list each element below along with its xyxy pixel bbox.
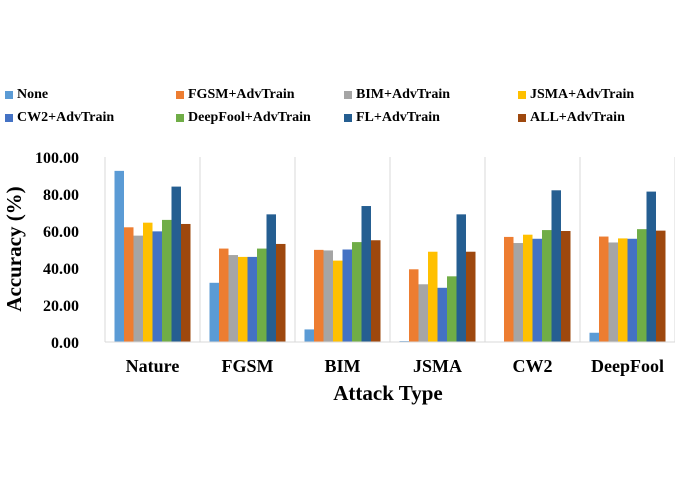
bar (171, 186, 181, 342)
bar (409, 269, 419, 342)
chart-legend: None FGSM+AdvTrain BIM+AdvTrain JSMA+AdvTra… (0, 87, 675, 133)
y-tick-label: 100.00 (35, 150, 79, 167)
legend-item: FL+AdvTrain (344, 110, 440, 126)
bar (561, 231, 571, 342)
y-tick-label: 60.00 (43, 224, 79, 241)
bar (162, 219, 172, 342)
bar (361, 206, 371, 342)
bar (238, 256, 248, 342)
bar (342, 249, 352, 342)
legend-label: CW2+AdvTrain (17, 110, 115, 125)
legend-swatch (176, 91, 184, 99)
legend-swatch (518, 114, 526, 122)
bar (181, 223, 191, 342)
x-tick-label: CW2 (513, 356, 553, 376)
bar (589, 332, 599, 342)
bar (437, 287, 447, 342)
legend-swatch (5, 114, 13, 122)
bar (323, 250, 333, 342)
y-tick-label: 40.00 (43, 261, 79, 278)
y-tick-label: 80.00 (43, 187, 79, 204)
legend-swatch (518, 91, 526, 99)
legend-item: BIM+AdvTrain (344, 87, 450, 103)
legend-label: ALL+AdvTrain (530, 110, 625, 125)
bar (523, 234, 533, 342)
legend-item: JSMA+AdvTrain (518, 87, 634, 103)
y-tick-label: 20.00 (43, 298, 79, 315)
y-axis-title: Accuracy (%) (2, 186, 26, 311)
legend-label: FL+AdvTrain (356, 110, 440, 125)
x-tick-label: JSMA (413, 356, 462, 376)
legend-item: FGSM+AdvTrain (176, 87, 295, 103)
bar (513, 243, 523, 342)
bar (266, 214, 276, 342)
bar (532, 238, 542, 342)
legend-swatch (5, 91, 13, 99)
x-tick-label: DeepFool (591, 356, 664, 376)
bar (627, 238, 637, 342)
bar (504, 236, 514, 342)
bar (276, 243, 286, 342)
legend-item: None (5, 87, 48, 103)
legend-label: JSMA+AdvTrain (530, 87, 635, 102)
bar (418, 284, 428, 342)
legend-swatch (176, 114, 184, 122)
legend-item: ALL+AdvTrain (518, 110, 625, 126)
bar (209, 282, 219, 342)
bar (608, 242, 618, 342)
x-tick-label: FGSM (222, 356, 274, 376)
bar (466, 251, 476, 342)
bar (646, 191, 656, 342)
legend-label: DeepFool+AdvTrain (188, 110, 311, 125)
legend-swatch (344, 114, 352, 122)
bar (456, 214, 466, 342)
bar (304, 329, 314, 342)
legend-swatch (344, 91, 352, 99)
x-tick-label: Nature (126, 356, 180, 376)
legend-label: None (17, 87, 49, 102)
bar (114, 170, 124, 342)
bar (551, 190, 561, 342)
bar (656, 230, 666, 342)
bar (599, 236, 609, 342)
bar (133, 235, 143, 342)
x-tick-label: BIM (325, 356, 361, 376)
bar (542, 230, 552, 342)
legend-label: FGSM+AdvTrain (188, 87, 295, 102)
bar (257, 248, 267, 342)
bar (143, 222, 153, 342)
bar (219, 248, 229, 342)
bar (124, 227, 134, 342)
bar (447, 276, 457, 342)
bar (371, 240, 381, 342)
legend-item: CW2+AdvTrain (5, 110, 114, 126)
bar (428, 251, 438, 342)
legend-item: DeepFool+AdvTrain (176, 110, 311, 126)
bar (314, 249, 324, 342)
x-axis-title: Attack Type (333, 381, 442, 405)
bar (152, 231, 162, 342)
bar (247, 256, 257, 342)
bar (637, 229, 647, 342)
legend-label: BIM+AdvTrain (356, 87, 451, 102)
bar (333, 260, 343, 342)
bar (618, 238, 628, 342)
y-tick-label: 0.00 (51, 335, 79, 352)
bar (352, 242, 362, 342)
bar (228, 255, 238, 342)
